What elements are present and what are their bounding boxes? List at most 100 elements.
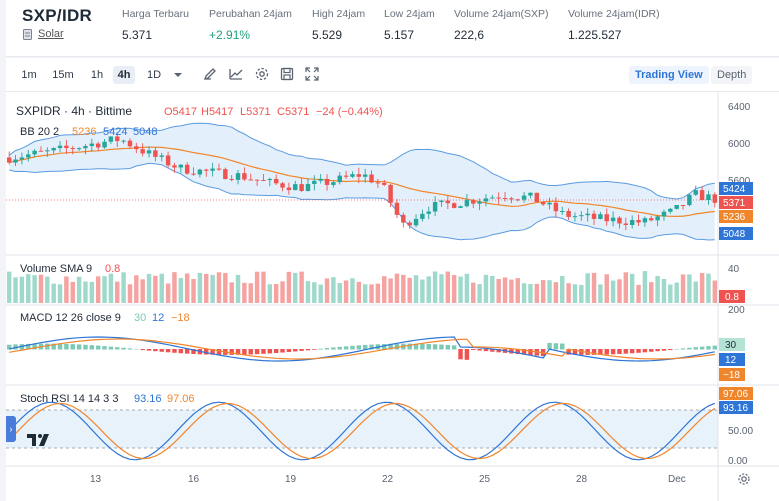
volume-bar bbox=[293, 272, 298, 303]
stat-value: 222,6 bbox=[454, 28, 485, 42]
macd-hist-bar bbox=[566, 349, 571, 355]
volume-bar bbox=[305, 281, 311, 303]
volume-bar bbox=[540, 280, 546, 303]
volume-bar bbox=[134, 275, 139, 303]
timeframe-15m[interactable]: 15m bbox=[52, 69, 74, 81]
volume-bar bbox=[401, 274, 406, 303]
bollinger-basis-line bbox=[9, 146, 715, 218]
volume-bar bbox=[502, 277, 508, 303]
macd-hist-bar bbox=[153, 349, 158, 352]
macd-hist-bar bbox=[45, 343, 50, 350]
macd-hist-bar bbox=[572, 349, 578, 355]
timeframe-4h[interactable]: 4h bbox=[113, 66, 135, 84]
volume-bar bbox=[38, 274, 44, 303]
indicator-chart-icon[interactable] bbox=[228, 66, 244, 82]
volume-bar bbox=[680, 274, 686, 303]
stat-volume-sxp: Volume 24jam(SXP) 222,6 bbox=[454, 8, 549, 42]
candle-body bbox=[210, 168, 215, 171]
candle-body bbox=[89, 143, 95, 147]
save-icon[interactable] bbox=[279, 66, 295, 82]
candle-body bbox=[127, 140, 133, 147]
macd-hist-bar bbox=[394, 343, 400, 350]
candle-body bbox=[261, 180, 266, 182]
candle-body bbox=[324, 178, 330, 185]
volume-bar bbox=[197, 272, 203, 303]
trading-view-button[interactable]: Trading View bbox=[629, 66, 709, 84]
macd-hist-bar bbox=[26, 343, 31, 350]
candle-body bbox=[490, 197, 495, 199]
candle-body bbox=[26, 154, 31, 158]
volume-bar bbox=[165, 283, 171, 303]
volume-bar bbox=[83, 281, 88, 303]
candle-body bbox=[534, 192, 540, 202]
volume-bar bbox=[70, 281, 75, 303]
time-axis-label: 28 bbox=[576, 474, 588, 485]
timeframe-1d[interactable]: 1D bbox=[146, 69, 162, 81]
candle-body bbox=[76, 148, 82, 150]
candle-body bbox=[585, 213, 590, 216]
stat-value: 5.157 bbox=[384, 28, 415, 42]
candle-body bbox=[235, 173, 241, 180]
candle-body bbox=[439, 200, 444, 202]
volume-bar bbox=[273, 283, 279, 303]
volume-bar bbox=[515, 278, 520, 303]
macd-hist-bar bbox=[388, 343, 393, 350]
timeframe-1m[interactable]: 1m bbox=[21, 69, 37, 81]
candle-body bbox=[560, 211, 565, 213]
macd-hist-bar bbox=[216, 349, 222, 355]
volume-bar bbox=[458, 276, 463, 303]
candle-body bbox=[318, 178, 323, 181]
candle-body bbox=[394, 202, 400, 215]
volume-bar bbox=[547, 280, 552, 303]
candle-body bbox=[623, 223, 629, 225]
price-axis-label: 6000 bbox=[728, 139, 751, 150]
candle-body bbox=[649, 218, 654, 221]
draw-pen-icon[interactable] bbox=[202, 66, 218, 82]
candle-body bbox=[83, 146, 88, 149]
sidebar-toggle-handle[interactable]: › bbox=[6, 416, 16, 442]
bollinger-upper-line bbox=[8, 122, 715, 200]
price-tag-bg bbox=[719, 182, 753, 195]
axis-settings-gear-icon[interactable] bbox=[738, 473, 750, 485]
candle-body bbox=[471, 200, 476, 204]
timeframe-1h[interactable]: 1h bbox=[90, 69, 104, 81]
macd-hist-bar bbox=[286, 349, 292, 353]
candle-body bbox=[693, 190, 698, 195]
price-chart[interactable]: SXPIDR · 4h · Bittime O5417 H5417 L5371 … bbox=[6, 91, 779, 501]
coin-link[interactable]: Solar bbox=[38, 28, 64, 40]
candle-body bbox=[579, 215, 584, 217]
volume-tag-bg bbox=[719, 290, 745, 303]
price-axis-label: 6400 bbox=[728, 102, 751, 113]
fullscreen-icon[interactable] bbox=[304, 66, 320, 82]
chevron-down-icon[interactable] bbox=[170, 66, 186, 82]
candle-body bbox=[38, 150, 44, 152]
depth-button[interactable]: Depth bbox=[711, 66, 753, 84]
macd-signal-line bbox=[9, 338, 715, 360]
macd-hist-bar bbox=[89, 345, 95, 350]
candle-body bbox=[413, 218, 419, 226]
volume-bar bbox=[13, 277, 18, 303]
stoch-d-line bbox=[8, 402, 716, 460]
macd-hist-bar bbox=[598, 349, 603, 355]
macd-hist-bar bbox=[490, 349, 495, 352]
macd-hist-bar bbox=[83, 344, 88, 350]
candle-body bbox=[121, 140, 126, 142]
macd-hist-bar bbox=[134, 348, 139, 350]
macd-hist-bar bbox=[471, 349, 476, 350]
candle-body bbox=[553, 202, 559, 212]
volume-bar bbox=[477, 284, 482, 303]
macd-hist-bar bbox=[293, 349, 298, 352]
volume-bar bbox=[318, 284, 323, 303]
settings-gear-icon[interactable] bbox=[254, 66, 270, 82]
volume-bar bbox=[579, 284, 584, 303]
macd-tag-bg bbox=[719, 353, 745, 366]
volume-bar bbox=[235, 274, 241, 303]
candle-body bbox=[509, 198, 514, 200]
volume-bar bbox=[483, 274, 489, 303]
candle-body bbox=[108, 136, 114, 142]
macd-tag-hist: 30 bbox=[725, 340, 737, 351]
macd-hist-bar bbox=[407, 343, 412, 350]
macd-hist-bar bbox=[95, 345, 101, 350]
candle-body bbox=[680, 205, 686, 207]
volume-bar bbox=[362, 284, 368, 303]
